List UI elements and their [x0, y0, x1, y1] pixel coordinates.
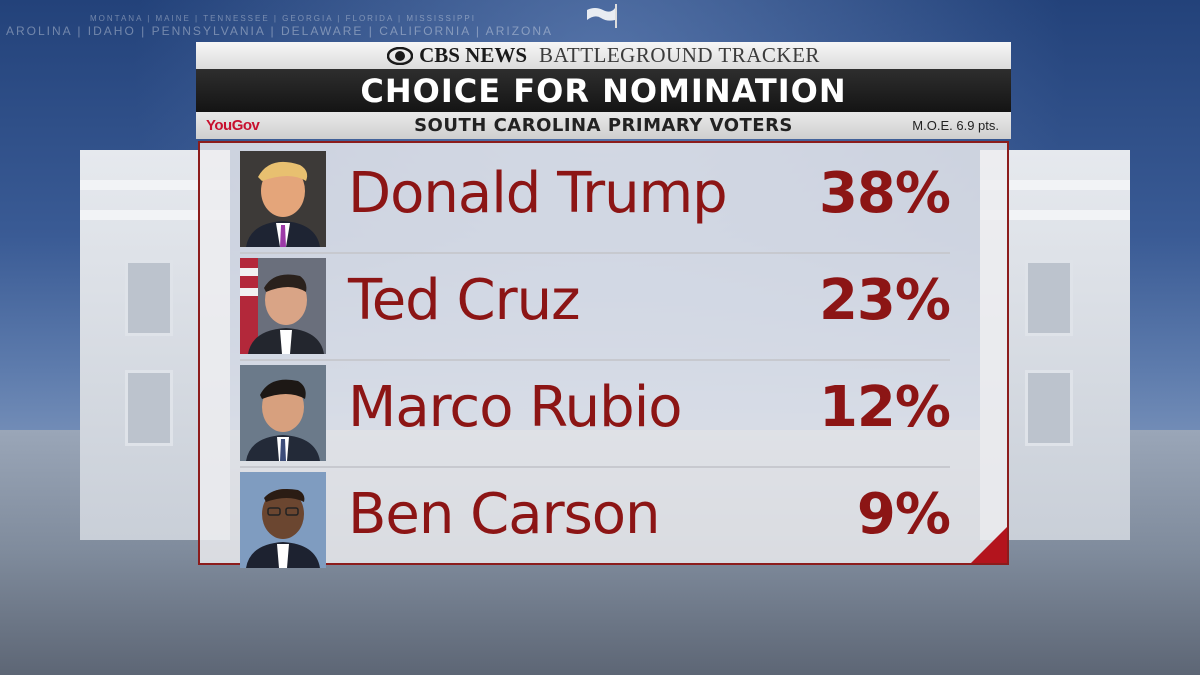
subtitle: SOUTH CAROLINA PRIMARY VOTERS [414, 115, 793, 136]
state-ticker-line2: AROLINA | IDAHO | PENNSYLVANIA | DELAWAR… [6, 24, 554, 38]
table-row: Marco Rubio 12% [240, 361, 951, 468]
candidate-percentage: 9% [856, 482, 951, 547]
state-ticker: MONTANA | MAINE | TENNESSEE | GEORGIA | … [0, 14, 1200, 40]
row-divider [240, 359, 950, 361]
table-row: Ben Carson 9% [240, 468, 951, 572]
yougov-logo: YouGov [206, 117, 260, 134]
row-divider [240, 466, 950, 468]
table-row: Donald Trump 38% [240, 147, 951, 254]
candidate-photo-icon [240, 365, 326, 461]
candidate-name: Ted Cruz [348, 268, 581, 333]
candidate-name: Ben Carson [348, 482, 661, 547]
candidate-name: Marco Rubio [348, 375, 683, 440]
cbs-news-logo: CBS NEWS [387, 43, 527, 68]
results-table: Donald Trump 38% Ted Cruz 23% [198, 141, 1009, 568]
margin-of-error: M.O.E. 6.9 pts. [912, 118, 999, 133]
cbs-eye-icon [387, 46, 414, 65]
table-row: Ted Cruz 23% [240, 254, 951, 361]
candidate-name: Donald Trump [348, 161, 728, 226]
subtitle-bar: YouGov SOUTH CAROLINA PRIMARY VOTERS M.O… [196, 112, 1011, 139]
candidate-photo-icon [240, 258, 326, 354]
candidate-percentage: 12% [818, 375, 951, 440]
candidate-percentage: 38% [818, 161, 951, 226]
poll-graphic: CBS NEWS BATTLEGROUND TRACKER CHOICE FOR… [196, 42, 1011, 568]
candidate-photo-icon [240, 151, 326, 247]
corner-accent [971, 527, 1007, 563]
network-bar: CBS NEWS BATTLEGROUND TRACKER [196, 42, 1011, 69]
candidate-photo-icon [240, 472, 326, 568]
graphic-title: CHOICE FOR NOMINATION [196, 69, 1011, 112]
tracker-label: BATTLEGROUND TRACKER [539, 43, 820, 67]
candidate-percentage: 23% [818, 268, 951, 333]
row-divider [240, 252, 950, 254]
network-name: CBS NEWS [419, 43, 528, 67]
state-ticker-line1: MONTANA | MAINE | TENNESSEE | GEORGIA | … [90, 14, 476, 23]
flag-icon [587, 4, 617, 28]
